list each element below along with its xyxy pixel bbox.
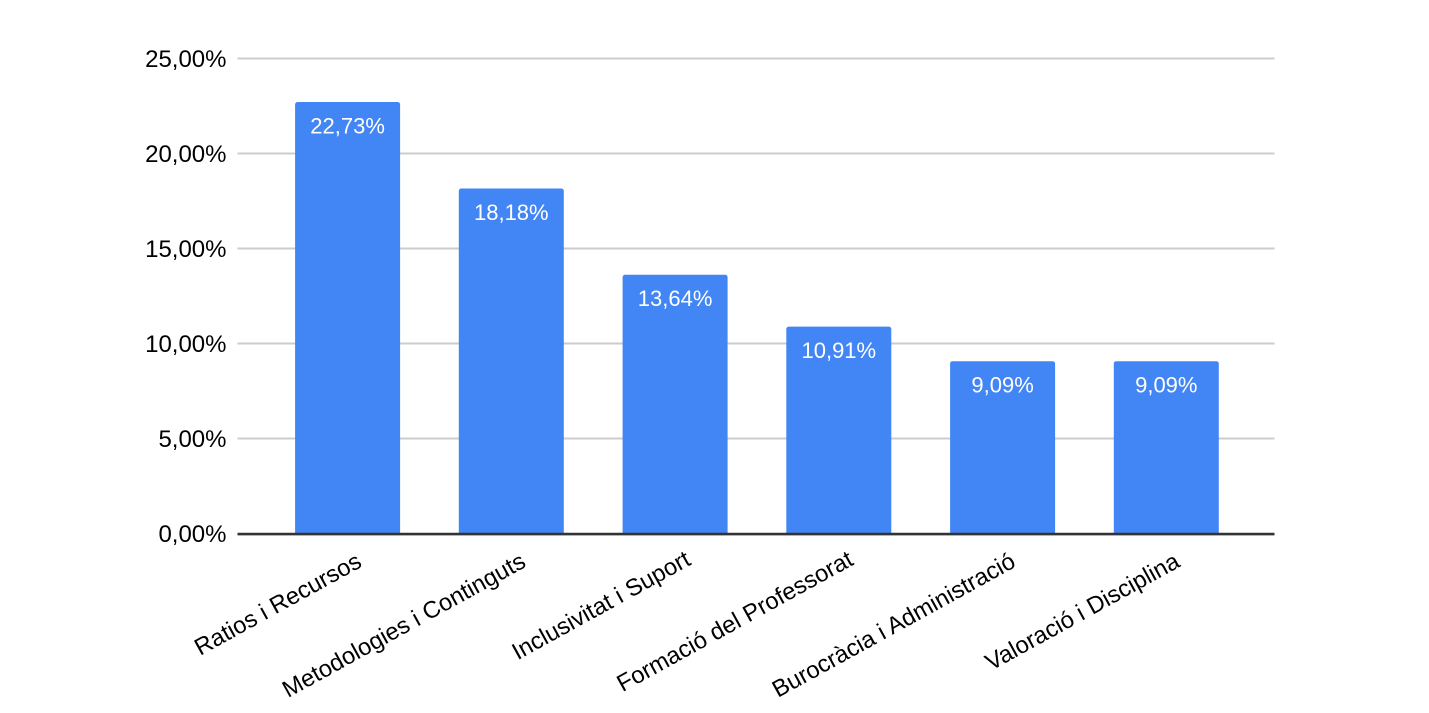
svg-text:25,00%: 25,00%: [145, 46, 226, 73]
svg-text:9,09%: 9,09%: [971, 373, 1033, 398]
svg-text:10,00%: 10,00%: [145, 331, 226, 358]
svg-text:15,00%: 15,00%: [145, 236, 226, 263]
svg-text:20,00%: 20,00%: [145, 141, 226, 168]
svg-text:5,00%: 5,00%: [158, 426, 226, 453]
svg-text:0,00%: 0,00%: [158, 521, 226, 548]
svg-text:13,64%: 13,64%: [638, 286, 713, 311]
svg-text:22,73%: 22,73%: [310, 113, 385, 138]
svg-text:9,09%: 9,09%: [1135, 373, 1197, 398]
svg-text:18,18%: 18,18%: [474, 200, 549, 225]
svg-text:10,91%: 10,91%: [801, 338, 876, 363]
